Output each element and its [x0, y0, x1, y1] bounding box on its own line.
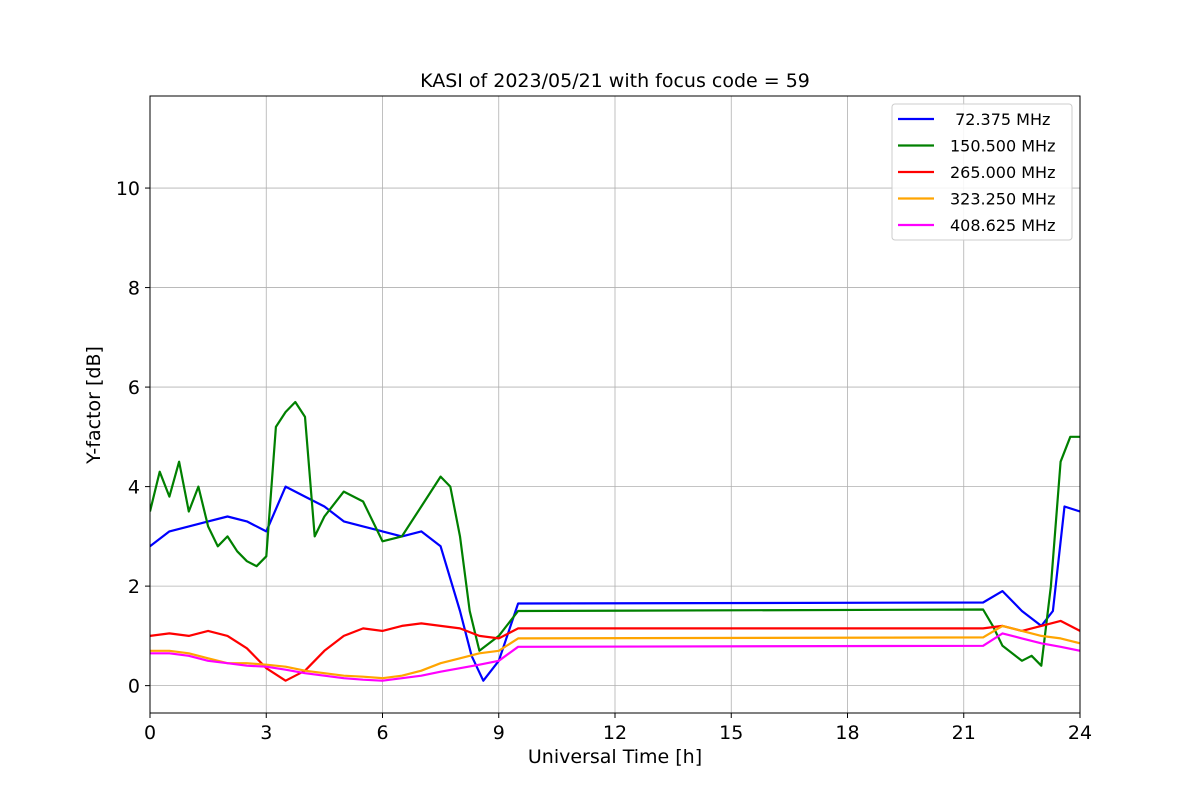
x-tick-label: 9 [493, 722, 505, 744]
legend-box [891, 103, 1073, 241]
x-tick-label: 24 [1068, 722, 1092, 744]
x-tick-label: 0 [144, 722, 156, 744]
series-line-0 [150, 485, 1080, 682]
y-axis-label: Y-factor [dB] [83, 346, 105, 465]
y-tick-label: 10 [116, 178, 140, 200]
x-tick-label: 15 [719, 722, 743, 744]
series-line-2 [150, 619, 1080, 682]
y-tick-label: 8 [128, 278, 140, 300]
y-tick-label: 4 [128, 477, 140, 499]
x-axis-label: Universal Time [h] [528, 746, 702, 768]
legend-label-4: 408.625 MHz [950, 216, 1055, 235]
series-line-1 [150, 400, 1080, 667]
series-line-4 [150, 632, 1080, 682]
y-tick-label: 0 [128, 676, 140, 698]
y-tick-label: 2 [128, 576, 140, 598]
x-tick-label: 18 [835, 722, 859, 744]
legend: 72.375 MHz 150.500 MHz 265.000 MHz 323.250 … [891, 103, 1073, 241]
x-tick-label: 12 [603, 722, 627, 744]
y-tick-label: 6 [128, 377, 140, 399]
legend-label-1: 150.500 MHz [950, 137, 1055, 156]
x-tick-label: 6 [376, 722, 388, 744]
y-axis-ticks: 0 2 4 6 8 10 [116, 178, 150, 698]
data-series [150, 400, 1080, 682]
x-tick-label: 21 [952, 722, 976, 744]
x-tick-label: 3 [260, 722, 272, 744]
chart-title: KASI of 2023/05/21 with focus code = 59 [420, 70, 810, 92]
legend-label-0: 72.375 MHz [950, 110, 1050, 129]
legend-label-3: 323.250 MHz [950, 190, 1055, 209]
legend-label-2: 265.000 MHz [950, 163, 1055, 182]
x-axis-ticks: 0 3 6 9 12 15 18 21 24 [144, 713, 1092, 744]
